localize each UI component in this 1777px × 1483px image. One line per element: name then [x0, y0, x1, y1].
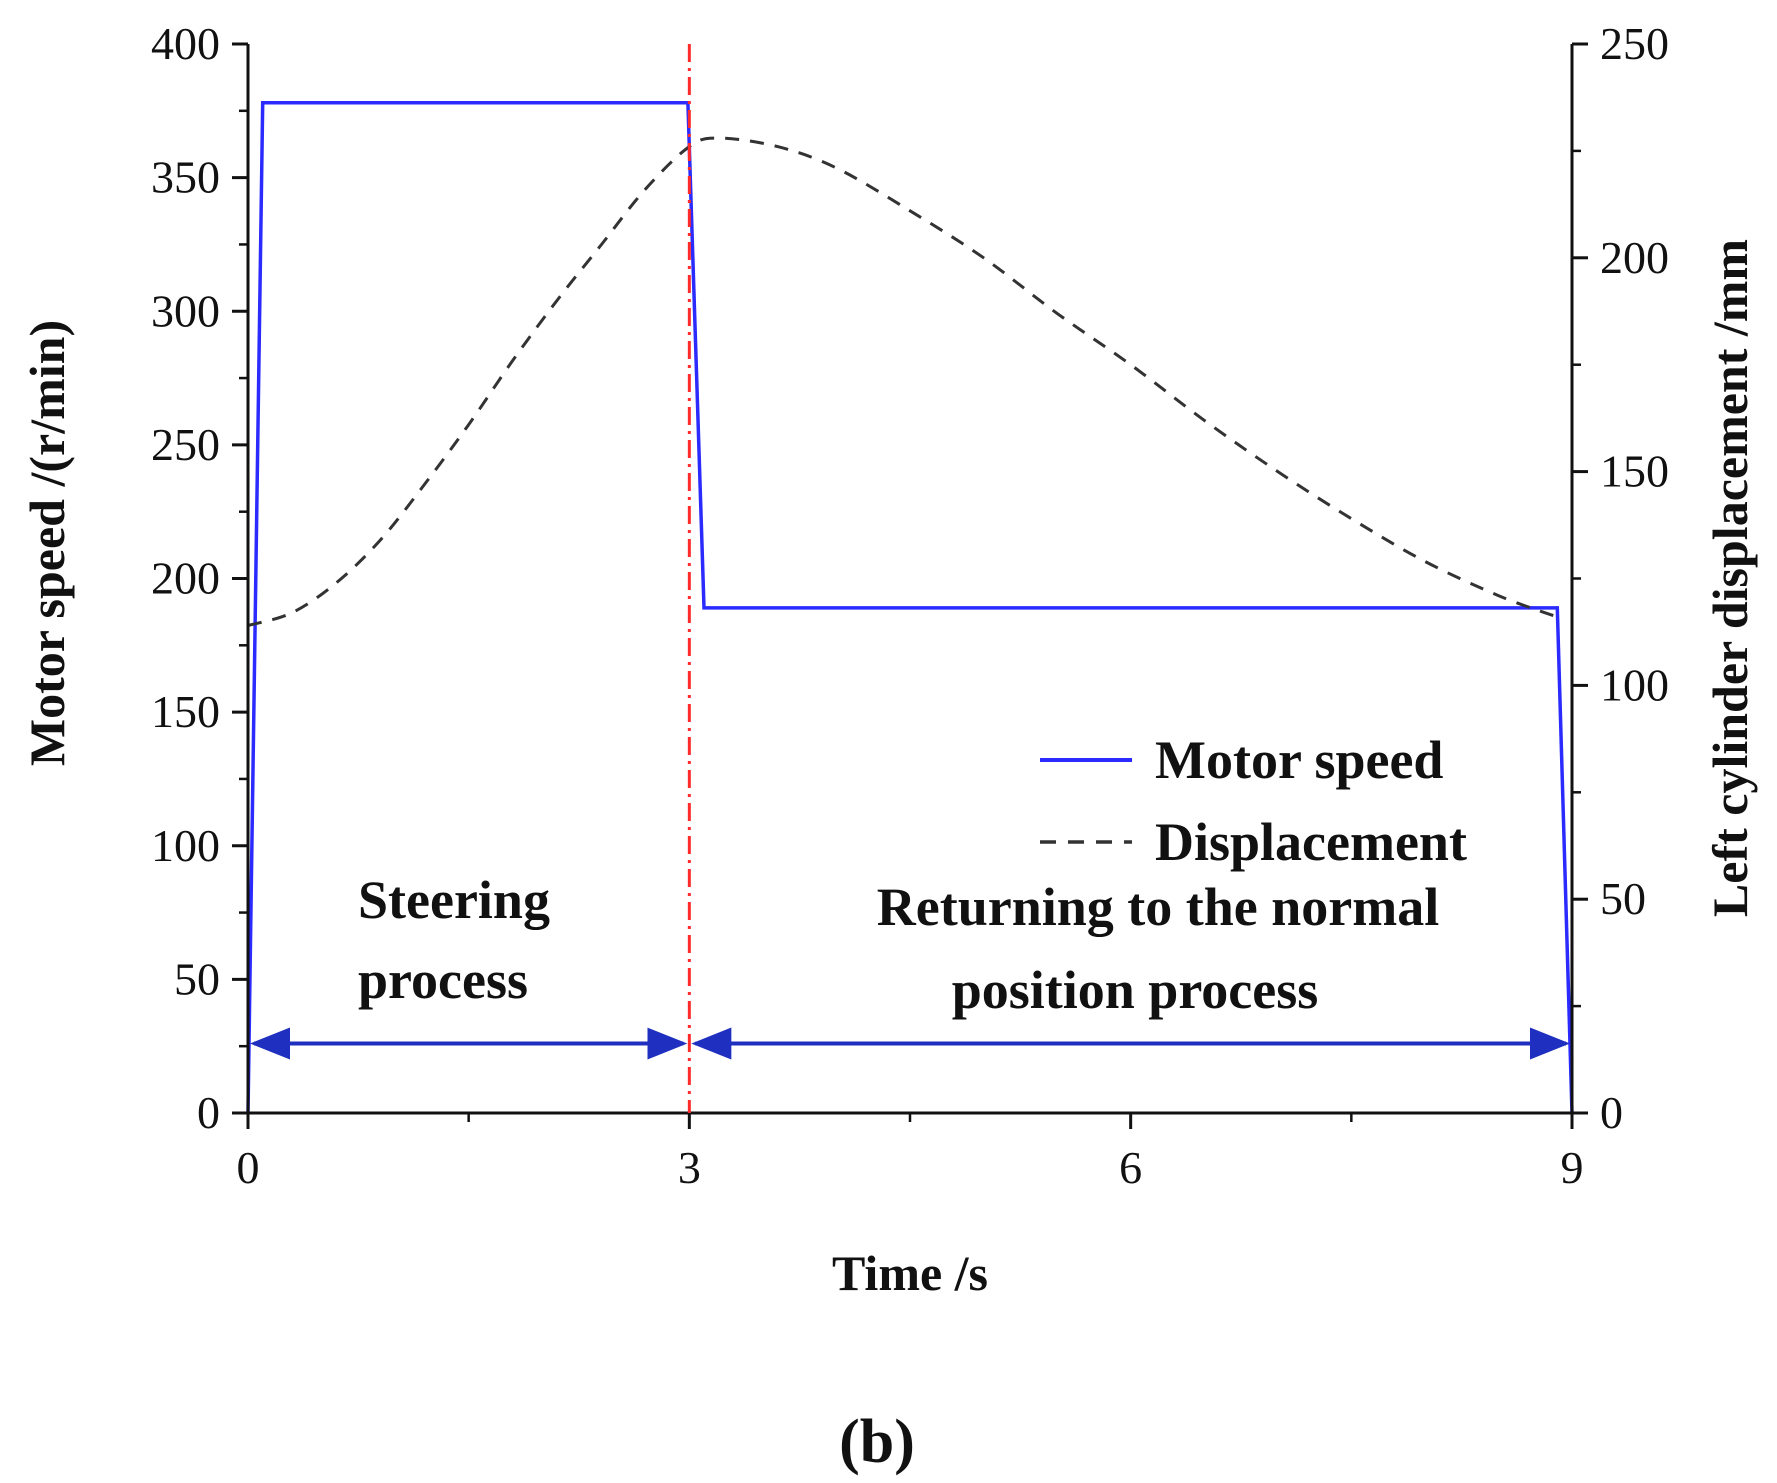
y-left-axis-title: Motor speed /(r/min)	[19, 320, 75, 766]
annotations	[250, 44, 1570, 1113]
y-right-tick-label-50: 50	[1600, 873, 1646, 924]
y-right-axis-title: Left cylinder displacement /mm	[1702, 239, 1758, 917]
x-tick-label-3: 3	[678, 1142, 701, 1193]
x-tick-label-6: 6	[1119, 1142, 1142, 1193]
y-right-tick-label-0: 0	[1600, 1087, 1623, 1138]
y-left-tick-label-50: 50	[174, 953, 220, 1004]
legend-label-displacement: Displacement	[1155, 812, 1467, 872]
series-line-displacement	[247, 136, 1558, 627]
legend-label-motor-speed: Motor speed	[1155, 730, 1443, 790]
y-left-tick-label-150: 150	[151, 686, 220, 737]
annotation-steering-line1: Steering	[358, 870, 550, 930]
annotation-returning-line1: Returning to the normal	[877, 877, 1439, 937]
y-right-tick-label-100: 100	[1600, 659, 1669, 710]
x-tick-label-0: 0	[237, 1142, 260, 1193]
y-left-tick-label-350: 350	[151, 152, 220, 203]
x-axis-title: Time /s	[832, 1245, 988, 1301]
x-tick-label-9: 9	[1561, 1142, 1584, 1193]
annotation-steering: Steering process	[358, 870, 550, 1010]
legend: Motor speed Displacement	[1040, 730, 1467, 872]
y-left-tick-label-100: 100	[151, 820, 220, 871]
panel-label: (b)	[839, 1408, 915, 1476]
plot-lines	[246, 101, 1574, 1114]
annotation-steering-line2: process	[358, 950, 528, 1010]
y-left-tick-label-250: 250	[151, 419, 220, 470]
annotation-returning: Returning to the normal position process	[877, 877, 1439, 1020]
y-right-tick-label-200: 200	[1600, 232, 1669, 283]
series-line-motor-speed	[246, 101, 1574, 1114]
axes: 0 3 6 9050100150200250300350400050100150200…	[151, 18, 1669, 1193]
y-left-tick-label-300: 300	[151, 285, 220, 336]
y-right-tick-label-250: 250	[1600, 18, 1669, 69]
y-left-tick-label-400: 400	[151, 18, 220, 69]
y-right-tick-label-150: 150	[1600, 446, 1669, 497]
annotation-returning-line2: position process	[952, 960, 1319, 1020]
y-left-tick-label-0: 0	[197, 1087, 220, 1138]
y-left-tick-label-200: 200	[151, 553, 220, 604]
